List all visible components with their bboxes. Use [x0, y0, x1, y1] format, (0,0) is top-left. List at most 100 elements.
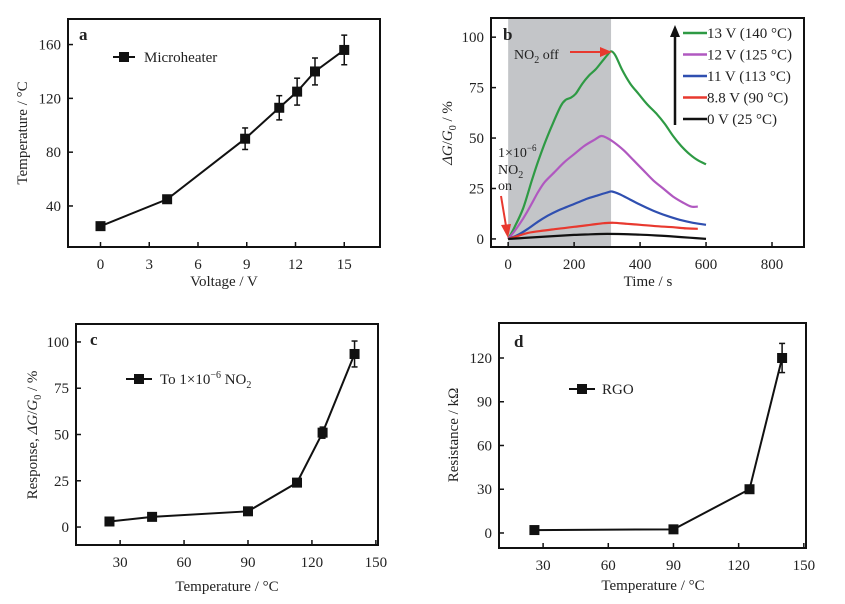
panel-a-plot-area: 0 3 6 9 12 15 40 80 120 160	[39, 18, 381, 273]
panel-b-series-0-curve	[507, 50, 707, 240]
panel-a-data-point	[339, 44, 350, 55]
no2-off-label: NO2 off	[514, 48, 559, 66]
panel-c-y-axis-label: Response, ΔG/G0 / %	[25, 371, 44, 500]
panel-d-y-tick-label: 30	[477, 482, 492, 498]
panel-a-y-tick-label: 120	[39, 91, 62, 107]
panel-b-legend-items: 13 V (140 °C) 12 V (125 °C) 11 V (113 °C) 8…	[683, 26, 792, 128]
panel-a-letter: a	[79, 25, 88, 44]
panel-a-data-point	[274, 102, 285, 113]
panel-b-x-tick-label: 800	[761, 257, 784, 273]
panel-a-x-tick-label: 9	[243, 257, 251, 273]
legend-label-2: 11 V (113 °C)	[707, 69, 791, 85]
panel-a-data-point	[310, 66, 320, 77]
no2-on-arrowhead-icon	[501, 224, 511, 238]
panel-c-legend: To 1×10−6 NO2	[126, 370, 251, 391]
panel-c-data-point	[147, 511, 158, 522]
panel-a-data-point	[240, 133, 251, 144]
panel-b-x-tick-label: 0	[504, 257, 512, 273]
panel-a-x-tick-label: 3	[146, 257, 154, 273]
panel-d-x-tick-label: 60	[601, 558, 616, 574]
panel-b-x-axis-label: Time / s	[624, 274, 673, 290]
panel-b-chart: 0 200 400 600 800 0 25 50 75 100 b NO2 off 1×10−6…	[440, 17, 805, 290]
panel-b-y-axis-label: ΔG/G0 / %	[440, 101, 459, 166]
panel-d-letter: d	[514, 332, 524, 351]
panel-b-y-tick-label: 0	[477, 232, 485, 248]
panel-d-x-tick-label: 90	[666, 558, 681, 574]
panel-b-y-tick-label: 100	[462, 30, 485, 46]
panel-c-x-tick-label: 30	[113, 555, 128, 571]
panel-a-x-axis-label: Voltage / V	[190, 274, 258, 290]
panel-c-letter: c	[90, 330, 98, 349]
legend-square-marker	[134, 374, 144, 384]
panel-a-legend: Microheater	[113, 50, 217, 66]
panel-d-y-tick-label: 120	[470, 351, 493, 367]
panel-d-legend: RGO	[569, 382, 634, 398]
legend-label-4: 0 V (25 °C)	[707, 112, 777, 128]
panel-b-letter: b	[503, 25, 512, 44]
panel-d-x-axis-label: Temperature / °C	[601, 578, 704, 594]
panel-a-y-tick-label: 160	[39, 38, 62, 54]
legend-square-marker	[119, 52, 129, 62]
panel-c-x-tick-label: 120	[301, 555, 324, 571]
panel-c-x-tick-label: 90	[240, 555, 255, 571]
panel-a-axes-frame	[67, 18, 381, 248]
panel-b-axes-frame	[490, 17, 805, 248]
panel-d-data-point	[777, 352, 788, 363]
panel-b-x-tick-label: 200	[563, 257, 586, 273]
panel-c-legend-label: To 1×10−6 NO2	[160, 370, 251, 391]
panel-d-series-line	[534, 357, 784, 532]
panel-d-chart: 30 60 90 120 150 0 30 60 90 120 d RGO Temperature…	[446, 322, 816, 594]
panel-c-y-tick-label: 25	[54, 474, 69, 490]
panel-d-data-point	[668, 524, 679, 535]
panel-d-plot-area: 30 60 90 120 150 0 30 60 90 120	[470, 322, 816, 574]
panel-a-legend-label: Microheater	[144, 50, 217, 66]
panel-b-x-tick-label: 600	[695, 257, 718, 273]
panel-b-series-4-curve	[508, 232, 707, 241]
panel-a-y-tick-label: 80	[46, 145, 61, 161]
panel-b-series-1-curve	[507, 134, 698, 240]
panel-a-x-tick-label: 0	[97, 257, 105, 273]
panel-c-plot-area: 30 60 90 120 150 0 25 50 75 100	[47, 323, 388, 571]
panel-b-y-tick-label: 75	[469, 81, 484, 97]
panel-c-data-point	[349, 348, 360, 359]
panel-a-chart: 0 3 6 9 12 15 40 80 120 160 a Microheater Voltage…	[15, 18, 381, 290]
panel-c-y-tick-label: 75	[54, 381, 69, 397]
no2-on-annotation: 1×10−6 NO2 on	[498, 143, 537, 238]
panel-a-y-axis-label: Temperature / °C	[15, 81, 31, 184]
panel-d-y-axis-label: Resistance / kΩ	[446, 388, 462, 482]
panel-a-x-tick-label: 6	[194, 257, 202, 273]
panel-c-y-tick-label: 0	[62, 520, 70, 536]
panel-d-y-tick-label: 0	[485, 526, 493, 542]
panel-d-axes-frame	[498, 322, 807, 549]
panel-b-y-tick-label: 50	[469, 131, 484, 147]
no2-off-arrowhead-icon	[600, 47, 612, 57]
panel-c-series-line	[109, 353, 356, 523]
panel-b-plot-area: 0 200 400 600 800 0 25 50 75 100	[462, 17, 805, 273]
panel-c-y-tick-label: 100	[47, 335, 70, 351]
panel-b-y-tick-label: 25	[469, 181, 484, 197]
panel-a-data-point	[292, 86, 303, 97]
panel-b-x-tick-label: 400	[629, 257, 652, 273]
panel-d-legend-label: RGO	[602, 382, 634, 398]
panel-d-y-tick-label: 60	[477, 438, 492, 454]
no2-on-gas-label: NO2	[498, 163, 523, 181]
panel-a-data-point	[162, 194, 173, 205]
no2-on-label: on	[498, 179, 512, 194]
panel-d-x-tick-label: 120	[727, 558, 750, 574]
panel-c-chart: 30 60 90 120 150 0 25 50 75 100 c To 1×10−6 NO2 T…	[25, 323, 388, 595]
panel-c-data-point	[292, 477, 303, 488]
panel-b-series-3-curve	[507, 221, 698, 240]
no2-on-concentration-label: 1×10−6	[498, 143, 537, 161]
panel-d-y-tick-label: 90	[477, 395, 492, 411]
panel-c-x-tick-label: 150	[365, 555, 388, 571]
legend-label-3: 8.8 V (90 °C)	[707, 91, 788, 107]
legend-label-0: 13 V (140 °C)	[707, 26, 792, 42]
panel-c-y-tick-label: 50	[54, 428, 69, 444]
panel-d-x-tick-label: 30	[536, 558, 551, 574]
panel-d-data-point	[529, 525, 540, 536]
panel-a-series-line	[100, 49, 345, 228]
no2-off-annotation: NO2 off	[514, 47, 612, 66]
panel-c-data-point	[104, 516, 115, 527]
panel-d-x-tick-label: 150	[793, 558, 816, 574]
